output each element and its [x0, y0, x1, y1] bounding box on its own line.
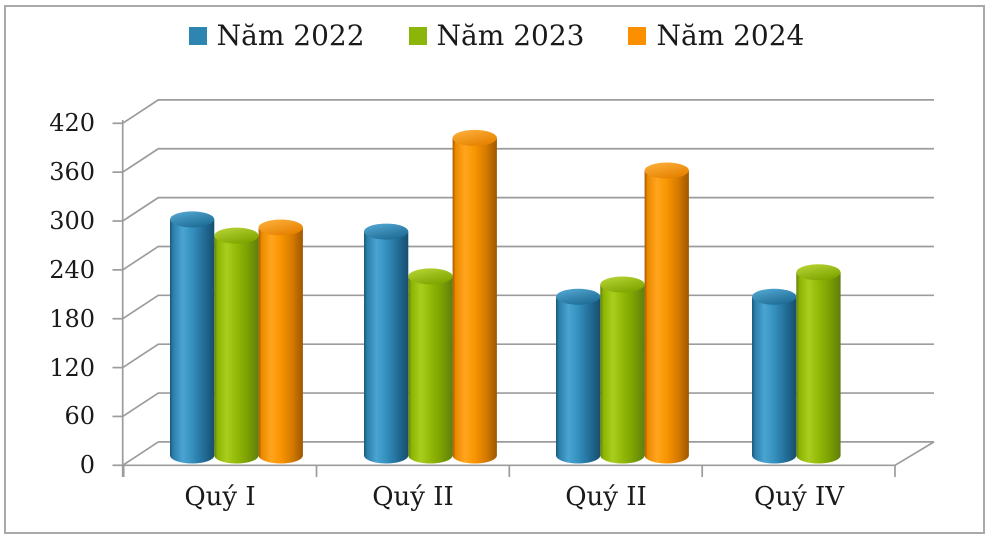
legend-label-nam-2023: Năm 2023 — [436, 19, 585, 52]
y-axis-label-0: 0 — [79, 451, 95, 479]
gridline-420 — [122, 99, 934, 125]
gridline-360 — [122, 147, 934, 173]
cylinder-bar-năm-2023-1 — [408, 268, 453, 464]
legend-item-nam-2024: Năm 2024 — [628, 22, 804, 50]
cylinder-bar-năm-2023-0 — [214, 227, 259, 464]
y-axis-label-60: 60 — [64, 402, 95, 430]
legend-item-nam-2023: Năm 2023 — [408, 19, 585, 52]
x-axis-label-1: Quý II — [372, 482, 454, 512]
y-axis-label-180: 180 — [49, 305, 95, 333]
chart-legend: Năm 2022 Năm 2023 Năm 2024 — [0, 22, 993, 50]
legend-swatch-nam-2024 — [628, 27, 647, 45]
legend-swatch-nam-2023 — [408, 27, 427, 45]
cylinder-bar-năm-2023-3 — [796, 264, 841, 464]
x-axis-label-0: Quý I — [184, 482, 256, 512]
y-axis-label-420: 420 — [49, 109, 95, 137]
legend-label-nam-2022: Năm 2022 — [216, 19, 365, 52]
cylinder-bar-năm-2022-2 — [556, 288, 601, 464]
legend-item-nam-2022: Năm 2022 — [188, 19, 365, 52]
cylinder-bar-năm-2024-1 — [452, 129, 497, 464]
y-axis-label-120: 120 — [49, 354, 95, 382]
cylinder-bar-năm-2022-1 — [364, 223, 409, 464]
cylinder-bar-năm-2022-3 — [752, 288, 797, 464]
legend-swatch-nam-2022 — [188, 27, 207, 45]
gridline-300 — [122, 196, 934, 222]
y-axis-label-300: 300 — [49, 207, 95, 235]
y-axis-label-360: 360 — [49, 158, 95, 186]
cylinder-bar-năm-2024-2 — [644, 162, 689, 464]
x-axis-label-2: Quý II — [565, 482, 647, 512]
y-axis-label-240: 240 — [49, 256, 95, 284]
cylinder-bar-năm-2022-0 — [170, 211, 215, 464]
cylinder-bar-năm-2023-2 — [600, 276, 645, 464]
chart-border-frame — [4, 5, 985, 534]
floor-left-edge — [122, 441, 159, 467]
floor-right-edge — [894, 441, 935, 467]
cylinder-bar-năm-2024-0 — [258, 219, 303, 464]
legend-label-nam-2024: Năm 2024 — [656, 19, 805, 52]
x-axis-label-3: Quý IV — [753, 482, 845, 512]
